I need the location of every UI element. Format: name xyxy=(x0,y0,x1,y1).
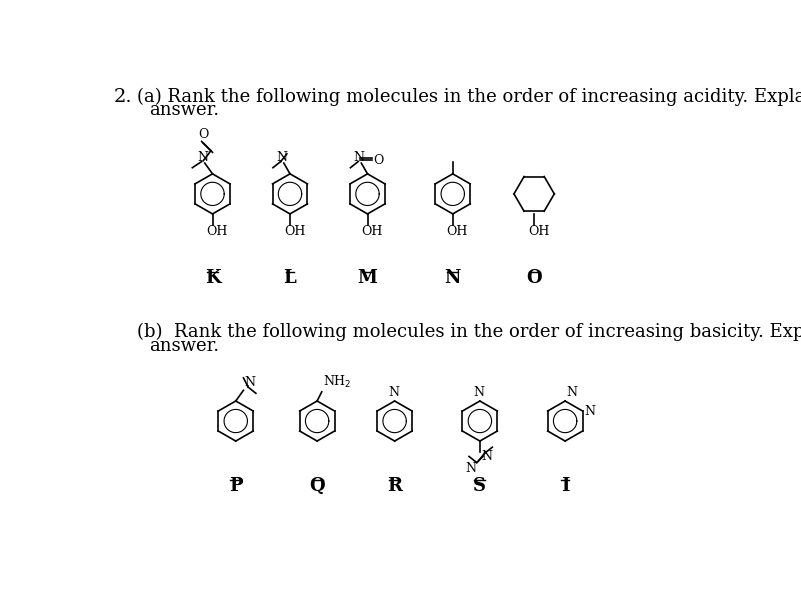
Text: N: N xyxy=(197,151,208,164)
Text: OH: OH xyxy=(446,226,468,239)
Text: I: I xyxy=(561,477,570,495)
Text: N: N xyxy=(566,386,578,399)
Text: O: O xyxy=(526,269,542,287)
Text: O: O xyxy=(373,154,384,167)
Text: (a) Rank the following molecules in the order of increasing acidity. Explain you: (a) Rank the following molecules in the … xyxy=(137,88,801,106)
Text: answer.: answer. xyxy=(149,101,219,120)
Text: N: N xyxy=(244,376,256,389)
Text: OH: OH xyxy=(284,226,305,239)
Text: N: N xyxy=(473,386,485,399)
Text: OH: OH xyxy=(528,226,549,239)
Text: OH: OH xyxy=(361,226,383,239)
Text: (b)  Rank the following molecules in the order of increasing basicity. Explain y: (b) Rank the following molecules in the … xyxy=(137,323,801,342)
Text: N: N xyxy=(276,151,287,164)
Text: answer.: answer. xyxy=(149,337,219,355)
Text: S: S xyxy=(473,477,486,495)
Text: 2.: 2. xyxy=(114,88,133,105)
Text: Q: Q xyxy=(309,477,325,495)
Text: N: N xyxy=(445,269,461,287)
Text: K: K xyxy=(205,269,220,287)
Text: L: L xyxy=(284,269,296,287)
Text: OH: OH xyxy=(207,226,227,239)
Text: NH$_2$: NH$_2$ xyxy=(324,374,352,391)
Text: N: N xyxy=(388,386,400,399)
Text: R: R xyxy=(387,477,402,495)
Text: N: N xyxy=(584,405,595,418)
Text: P: P xyxy=(229,477,243,495)
Text: N: N xyxy=(481,450,493,464)
Text: M: M xyxy=(357,269,377,287)
Text: N: N xyxy=(465,462,477,475)
Text: N: N xyxy=(353,151,364,164)
Text: O: O xyxy=(199,128,209,141)
